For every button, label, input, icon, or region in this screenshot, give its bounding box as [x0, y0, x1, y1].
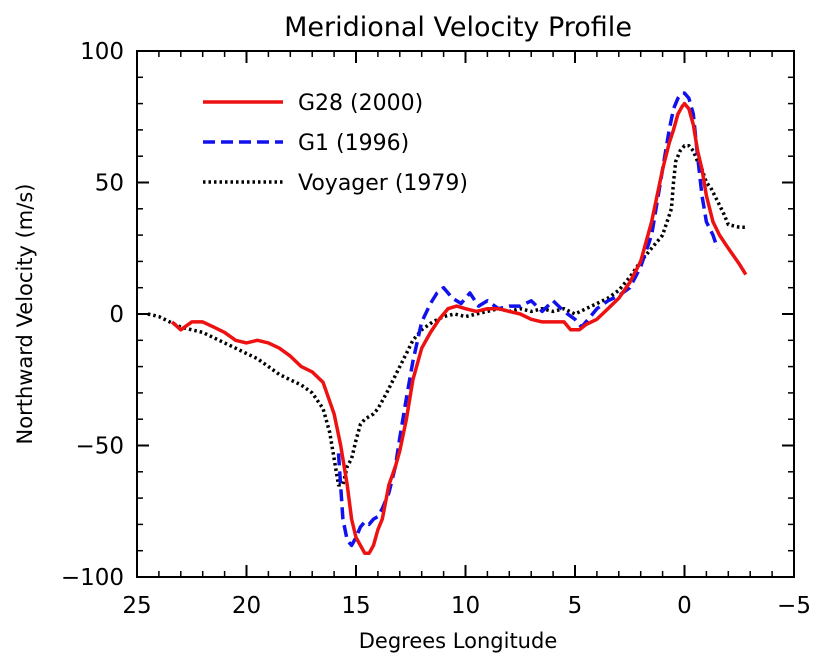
y-tick-label: 50: [95, 171, 124, 197]
x-tick-label: 10: [451, 593, 480, 619]
x-axis-ticks: 25 20 15 10 5 0 −5: [122, 51, 811, 619]
series-line-g28-2000: [170, 101, 748, 556]
series-layer: [147, 91, 748, 556]
y-axis-label: Northward Velocity (m/s): [13, 184, 37, 445]
x-tick-label: 20: [232, 593, 261, 619]
x-tick-label: 5: [568, 593, 583, 619]
x-tick-label: −5: [777, 593, 811, 619]
legend-label-g28-2000: G28 (2000): [298, 91, 423, 116]
y-axis-ticks: −100 −50 0 50 100: [61, 39, 794, 591]
y-tick-label: 100: [80, 39, 124, 65]
chart-legend: G28 (2000) G1 (1996) Voyager (1979): [203, 91, 468, 196]
chart-title: Meridional Velocity Profile: [284, 12, 632, 43]
x-axis-label: Degrees Longitude: [359, 629, 558, 653]
series-line-voyager-1979: [147, 143, 746, 487]
legend-label-g1-1996: G1 (1996): [298, 131, 409, 156]
y-tick-label: −50: [75, 434, 124, 460]
legend-label-voyager-1979: Voyager (1979): [298, 171, 468, 196]
x-tick-label: 25: [122, 593, 151, 619]
x-tick-label: 15: [341, 593, 370, 619]
y-tick-label: −100: [61, 565, 124, 591]
x-tick-label: 0: [677, 593, 692, 619]
series-line-g1-1996: [336, 91, 720, 548]
y-tick-label: 0: [109, 302, 124, 328]
